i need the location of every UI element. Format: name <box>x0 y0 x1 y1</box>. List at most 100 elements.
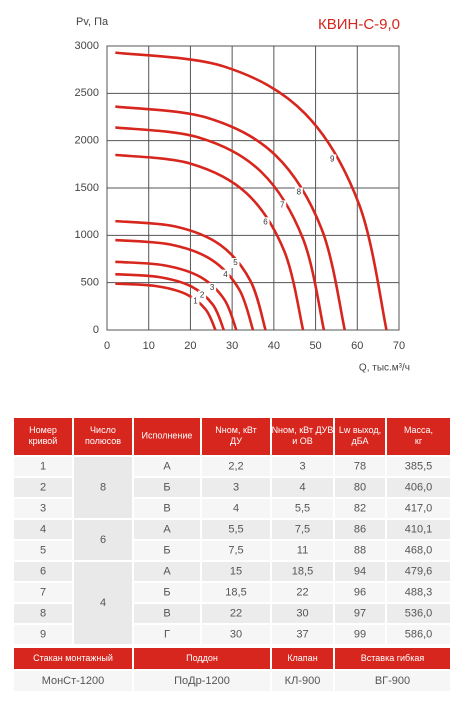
curve <box>115 238 255 331</box>
cell <box>387 625 450 644</box>
cell <box>202 604 270 623</box>
cell <box>14 604 72 623</box>
y-tick-label: 2500 <box>75 87 99 99</box>
cell <box>387 457 450 476</box>
cell-text: 5,5 <box>295 502 310 514</box>
cell-text: 5,5 <box>228 523 243 535</box>
cell <box>335 604 385 623</box>
curve-label-bg <box>221 269 230 280</box>
curve <box>115 282 217 331</box>
cell-text: КЛ-900 <box>285 675 321 687</box>
cell <box>134 478 200 497</box>
cell-text: 1 <box>40 460 46 472</box>
y-tick-label: 2000 <box>75 135 99 147</box>
cell <box>335 499 385 518</box>
cell <box>134 499 200 518</box>
y-tick-label: 3000 <box>75 40 99 52</box>
cell-text: А <box>163 460 171 472</box>
cell-text: 3 <box>40 502 46 514</box>
curve-label: 6 <box>263 217 268 226</box>
cell-text: Г <box>164 628 170 640</box>
header-cell <box>134 648 270 669</box>
x-tick-label: 10 <box>143 340 155 352</box>
cell <box>134 520 200 539</box>
cell <box>387 478 450 497</box>
cell <box>272 541 333 560</box>
cell <box>202 625 270 644</box>
cell-text: 6 <box>40 565 46 577</box>
cell-text: 586,0 <box>405 628 433 640</box>
cell-text: 7,5 <box>295 523 310 535</box>
y-axis-label: Pv, Па <box>76 16 109 28</box>
x-tick-label: 30 <box>226 340 238 352</box>
curve-label-bg <box>198 290 207 301</box>
cell-text: Б <box>163 544 170 556</box>
y-tick-label: 1000 <box>75 229 99 241</box>
cell-text: 96 <box>354 586 366 598</box>
cell <box>272 478 333 497</box>
x-tick-label: 60 <box>351 340 363 352</box>
cell <box>134 583 200 602</box>
x-tick-label: 40 <box>268 340 280 352</box>
cell-text: 80 <box>354 481 366 493</box>
header-cell <box>272 648 333 669</box>
cell-text: 7 <box>40 586 46 598</box>
header-cell <box>202 418 270 455</box>
cell <box>14 478 72 497</box>
header-text: Исполнение <box>142 431 193 441</box>
curve <box>115 105 347 331</box>
cell <box>134 457 200 476</box>
x-tick-label: 0 <box>104 340 110 352</box>
cell-text: 37 <box>296 628 308 640</box>
cell-text: 97 <box>354 607 366 619</box>
cell <box>272 457 333 476</box>
merged-cell <box>74 562 132 644</box>
cell <box>335 562 385 581</box>
x-tick-label: 70 <box>393 340 405 352</box>
header-text: Вставка гибкая <box>361 653 425 663</box>
curve-label-bg <box>261 217 270 228</box>
header-cell <box>335 648 450 669</box>
cell-text: 8 <box>40 607 46 619</box>
cell-text: 86 <box>354 523 366 535</box>
cell <box>272 583 333 602</box>
cell <box>134 604 200 623</box>
cell-text: 11 <box>297 544 308 556</box>
cell-text: 385,5 <box>405 460 433 472</box>
curve-label-bg <box>294 187 303 198</box>
cell-text: 417,0 <box>405 502 433 514</box>
cell-text: 18,5 <box>292 565 313 577</box>
cell <box>387 541 450 560</box>
cell-text: 94 <box>354 565 366 577</box>
curve-label: 5 <box>233 258 238 267</box>
curve <box>115 126 326 331</box>
cell <box>335 625 385 644</box>
header-text: Номер кривой <box>29 425 58 446</box>
cell-text: 78 <box>354 460 366 472</box>
cell-text: А <box>163 565 171 577</box>
cell <box>14 457 72 476</box>
y-tick-label: 0 <box>93 324 99 336</box>
cell <box>14 499 72 518</box>
header-cell <box>14 418 72 455</box>
cell <box>134 541 200 560</box>
cell-text: 479,6 <box>405 565 433 577</box>
curve-label-bg <box>191 296 200 307</box>
cell-text: 410,1 <box>405 523 433 535</box>
cell <box>335 457 385 476</box>
curve <box>115 219 267 331</box>
header-text: Число полюсов <box>85 425 121 446</box>
curve-label-bg <box>278 200 287 211</box>
cell <box>202 541 270 560</box>
header-text: Масса, кг <box>404 425 433 446</box>
cell <box>202 478 270 497</box>
cell <box>387 499 450 518</box>
curve-label-bg <box>328 154 337 165</box>
curve-label: 1 <box>193 297 198 306</box>
curve-label-bg <box>208 283 217 294</box>
cell-text: 9 <box>40 628 46 640</box>
cell <box>387 604 450 623</box>
cell-text: 6 <box>100 534 106 546</box>
